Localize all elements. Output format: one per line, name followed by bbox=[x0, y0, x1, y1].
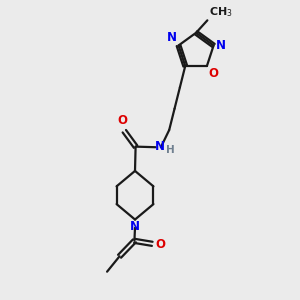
Text: N: N bbox=[155, 140, 165, 153]
Text: N: N bbox=[215, 39, 225, 52]
Text: H: H bbox=[166, 145, 175, 154]
Text: CH$_3$: CH$_3$ bbox=[209, 5, 233, 19]
Text: O: O bbox=[117, 114, 127, 127]
Text: N: N bbox=[130, 220, 140, 233]
Text: N: N bbox=[167, 31, 177, 44]
Text: O: O bbox=[208, 67, 218, 80]
Text: O: O bbox=[155, 238, 165, 251]
